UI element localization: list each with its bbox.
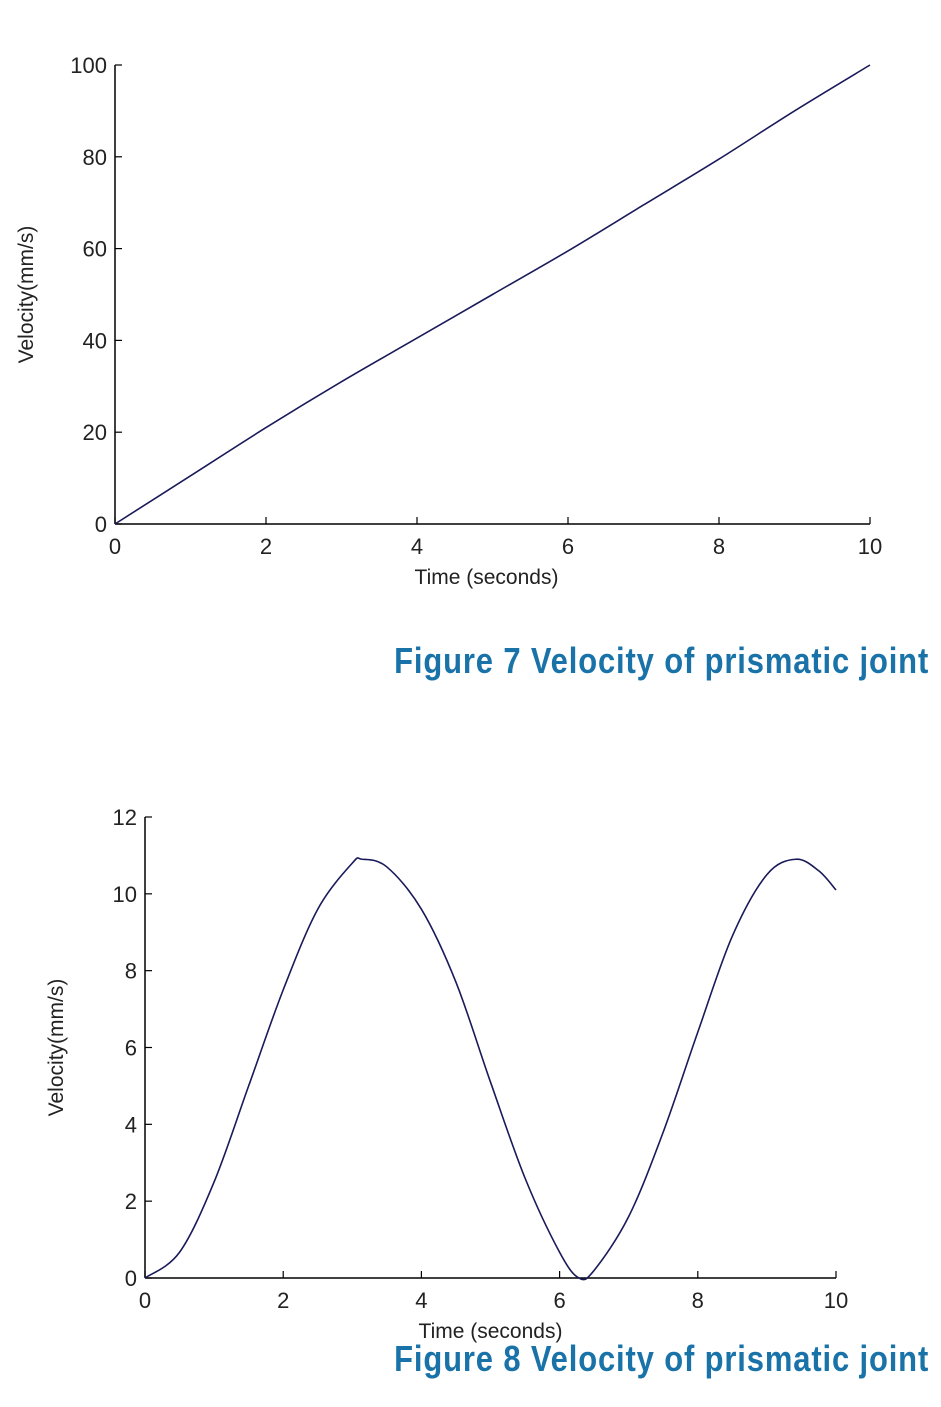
y-tick-label: 0 (95, 512, 107, 537)
x-tick-label: 8 (692, 1288, 704, 1313)
x-axis-label: Time (seconds) (419, 1320, 563, 1343)
x-tick-label: 6 (553, 1288, 565, 1313)
x-tick-label: 4 (415, 1288, 427, 1313)
y-tick-label: 20 (83, 420, 107, 445)
x-tick-label: 0 (109, 534, 121, 559)
y-tick-label: 8 (125, 959, 137, 984)
x-tick-label: 10 (824, 1288, 848, 1313)
y-tick-label: 6 (125, 1036, 137, 1061)
y-axis-label: Velocity(mm/s) (15, 226, 38, 364)
y-tick-label: 100 (70, 53, 107, 78)
y-tick-label: 80 (83, 145, 107, 170)
series-line (114, 64, 871, 525)
figure-8-caption: Figure 8 Velocity of prismatic joint (393, 1338, 929, 1379)
x-tick-label: 10 (858, 534, 882, 559)
y-tick-label: 0 (125, 1266, 137, 1291)
x-tick-label: 2 (260, 534, 272, 559)
x-tick-label: 8 (713, 534, 725, 559)
y-tick-label: 2 (125, 1189, 137, 1214)
y-tick-label: 40 (83, 328, 107, 353)
y-tick-label: 10 (113, 882, 137, 907)
y-tick-label: 4 (125, 1112, 137, 1137)
figure-7-caption: Figure 7 Velocity of prismatic joint (393, 640, 929, 681)
fig8-chart: 0 2 4 6 8 10 0 2 4 6 8 10 12 Time (seconds) Velocity(m… (45, 805, 848, 1343)
series-line (144, 857, 837, 1281)
x-tick-label: 4 (411, 534, 423, 559)
y-tick-label: 12 (113, 805, 137, 830)
x-tick-label: 2 (277, 1288, 289, 1313)
x-axis-label: Time (seconds) (415, 566, 559, 589)
x-tick-label: 6 (562, 534, 574, 559)
x-tick-label: 0 (139, 1288, 151, 1313)
y-tick-label: 60 (83, 237, 107, 262)
y-axis-label: Velocity(mm/s) (45, 979, 68, 1117)
